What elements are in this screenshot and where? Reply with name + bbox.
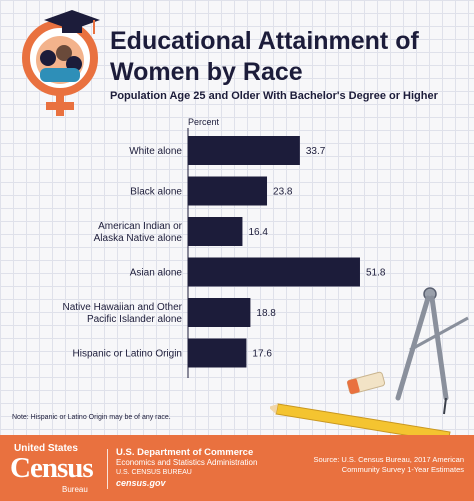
- category-label: Asian alone: [130, 268, 183, 279]
- census-logo-main: Census: [10, 452, 94, 484]
- footnote: Note: Hispanic or Latino Origin may be o…: [12, 414, 171, 421]
- category-label-line: Alaska Native alone: [94, 233, 183, 244]
- category-label: White alone: [129, 146, 182, 157]
- unit-label: Percent: [188, 117, 220, 127]
- graduation-cap-icon: [44, 10, 100, 34]
- department-name: U.S. Department of Commerce: [116, 447, 254, 458]
- census-logo-top: United States: [14, 443, 78, 454]
- footer-divider: [107, 449, 108, 489]
- eraser-icon: [346, 371, 386, 395]
- agency-info: U.S. Department of Commerce Economics an…: [116, 447, 258, 489]
- page-title: Educational Attainment of Women by Race: [110, 27, 419, 86]
- data-label: 18.8: [256, 308, 276, 319]
- bar: [188, 257, 360, 287]
- data-label: 33.7: [306, 146, 326, 157]
- bar: [188, 298, 251, 327]
- page-subtitle: Population Age 25 and Older With Bachelo…: [110, 90, 438, 102]
- category-label-line: Asian alone: [130, 268, 183, 279]
- data-label: 17.6: [252, 349, 272, 360]
- bar: [188, 338, 247, 368]
- category-label: Black alone: [130, 187, 182, 198]
- category-label-line: Black alone: [130, 187, 182, 198]
- compass-icon: [395, 287, 469, 415]
- data-label: 23.8: [273, 187, 293, 198]
- category-label-line: White alone: [129, 146, 182, 157]
- category-label: American Indian or Alaska Native alone: [94, 221, 183, 244]
- category-label-line: Hispanic or Latino Origin: [73, 349, 183, 360]
- pencil-icon: [270, 403, 451, 440]
- bar-chart: 33.7 White alone 23.8 Black alone 16.4 Americ…: [62, 128, 386, 378]
- footer: United States Census Bureau U.S. Departm…: [0, 435, 474, 501]
- census-logo: United States Census Bureau: [10, 443, 102, 495]
- administration-name: Economics and Statistics Administration: [116, 458, 258, 467]
- source-note: Source: U.S. Census Bureau, 2017 America…: [313, 455, 465, 474]
- category-label: Native Hawaiian and Other Pacific Islande…: [62, 302, 182, 325]
- bureau-name: U.S. CENSUS BUREAU: [116, 469, 192, 476]
- category-label-line: American Indian or: [98, 221, 183, 232]
- bar: [188, 176, 268, 206]
- data-label: 16.4: [248, 227, 268, 238]
- bar: [188, 217, 243, 246]
- bar: [188, 136, 300, 165]
- website-link[interactable]: census.gov: [116, 478, 166, 488]
- census-logo-bureau: Bureau: [62, 485, 88, 494]
- decorative-tools: [270, 287, 469, 440]
- category-label-line: Pacific Islander alone: [87, 314, 182, 325]
- category-label: Hispanic or Latino Origin: [73, 349, 183, 360]
- data-label: 51.8: [366, 268, 386, 279]
- female-symbol-icon: [22, 10, 100, 116]
- category-label-line: Native Hawaiian and Other: [62, 302, 182, 313]
